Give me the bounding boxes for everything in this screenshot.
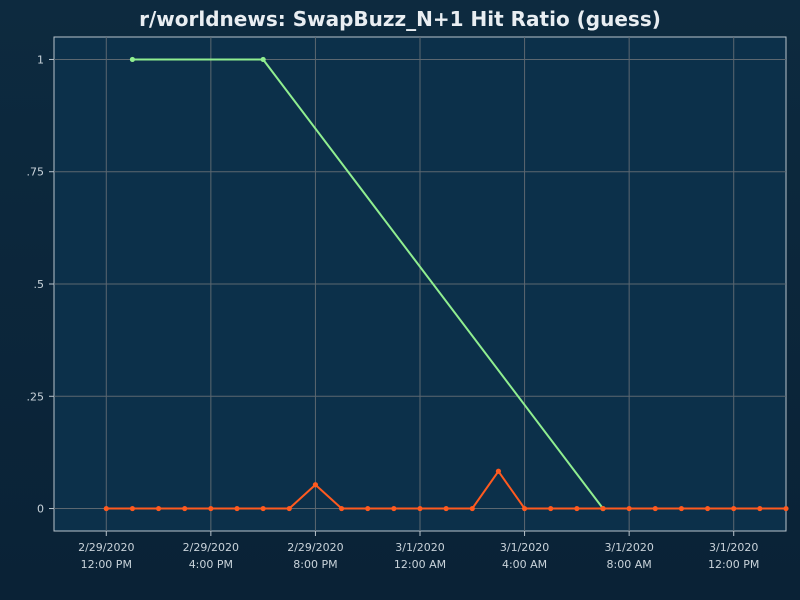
data-point[interactable] (600, 505, 606, 512)
data-point[interactable] (757, 505, 763, 512)
y-tick-label: 1 (37, 53, 44, 66)
data-point[interactable] (260, 56, 266, 63)
chart-title: r/worldnews: SwapBuzz_N+1 Hit Ratio (gue… (139, 7, 661, 31)
data-point[interactable] (443, 505, 449, 512)
x-tick-label-date: 2/29/2020 (78, 541, 134, 554)
data-point[interactable] (521, 505, 528, 512)
x-tick-label-time: 8:00 PM (293, 558, 337, 571)
data-point[interactable] (286, 505, 292, 512)
x-tick-label-date: 2/29/2020 (287, 541, 343, 554)
data-point[interactable] (129, 56, 136, 63)
x-tick-label-time: 12:00 AM (394, 558, 446, 571)
data-point[interactable] (365, 505, 371, 512)
data-point[interactable] (417, 505, 423, 512)
data-point[interactable] (495, 468, 502, 474)
axes (49, 58, 735, 536)
data-point[interactable] (182, 505, 188, 512)
x-tick-label-time: 8:00 AM (607, 558, 652, 571)
x-tick-label-date: 3/1/2020 (709, 541, 758, 554)
x-tick-label-time: 12:00 PM (708, 558, 759, 571)
y-tick-label: 0 (37, 503, 44, 516)
x-tick-label-date: 2/29/2020 (183, 541, 239, 554)
data-point[interactable] (469, 505, 475, 512)
data-point[interactable] (704, 505, 711, 512)
x-tick-label-date: 3/1/2020 (500, 541, 549, 554)
x-tick-label-time: 4:00 AM (502, 558, 547, 571)
x-tick-label-date: 3/1/2020 (395, 541, 444, 554)
y-tick-label: .25 (27, 390, 45, 403)
y-tick-label: .5 (34, 278, 45, 291)
data-point[interactable] (548, 505, 554, 512)
data-point[interactable] (103, 505, 109, 512)
data-point[interactable] (391, 505, 397, 512)
data-point[interactable] (260, 505, 266, 512)
data-point[interactable] (338, 505, 345, 512)
x-tick-label-time: 12:00 PM (81, 558, 132, 571)
data-point[interactable] (783, 505, 789, 512)
data-point[interactable] (155, 505, 162, 512)
x-tick-label-date: 3/1/2020 (604, 541, 653, 554)
data-point[interactable] (312, 482, 319, 488)
series-layer (103, 56, 789, 512)
y-tick-label: .75 (27, 166, 45, 179)
data-point[interactable] (129, 505, 136, 512)
tick-labels: 0 .25 .5 .75 1 2/29/2020 12:00 PM 2/29/2020 4:00… (27, 53, 760, 571)
data-point[interactable] (574, 505, 580, 512)
data-point[interactable] (652, 505, 658, 512)
data-point[interactable] (731, 505, 737, 512)
data-point[interactable] (234, 505, 240, 512)
data-point[interactable] (626, 505, 632, 512)
data-point[interactable] (208, 505, 214, 512)
data-point[interactable] (678, 505, 685, 512)
x-tick-label-time: 4:00 PM (189, 558, 233, 571)
